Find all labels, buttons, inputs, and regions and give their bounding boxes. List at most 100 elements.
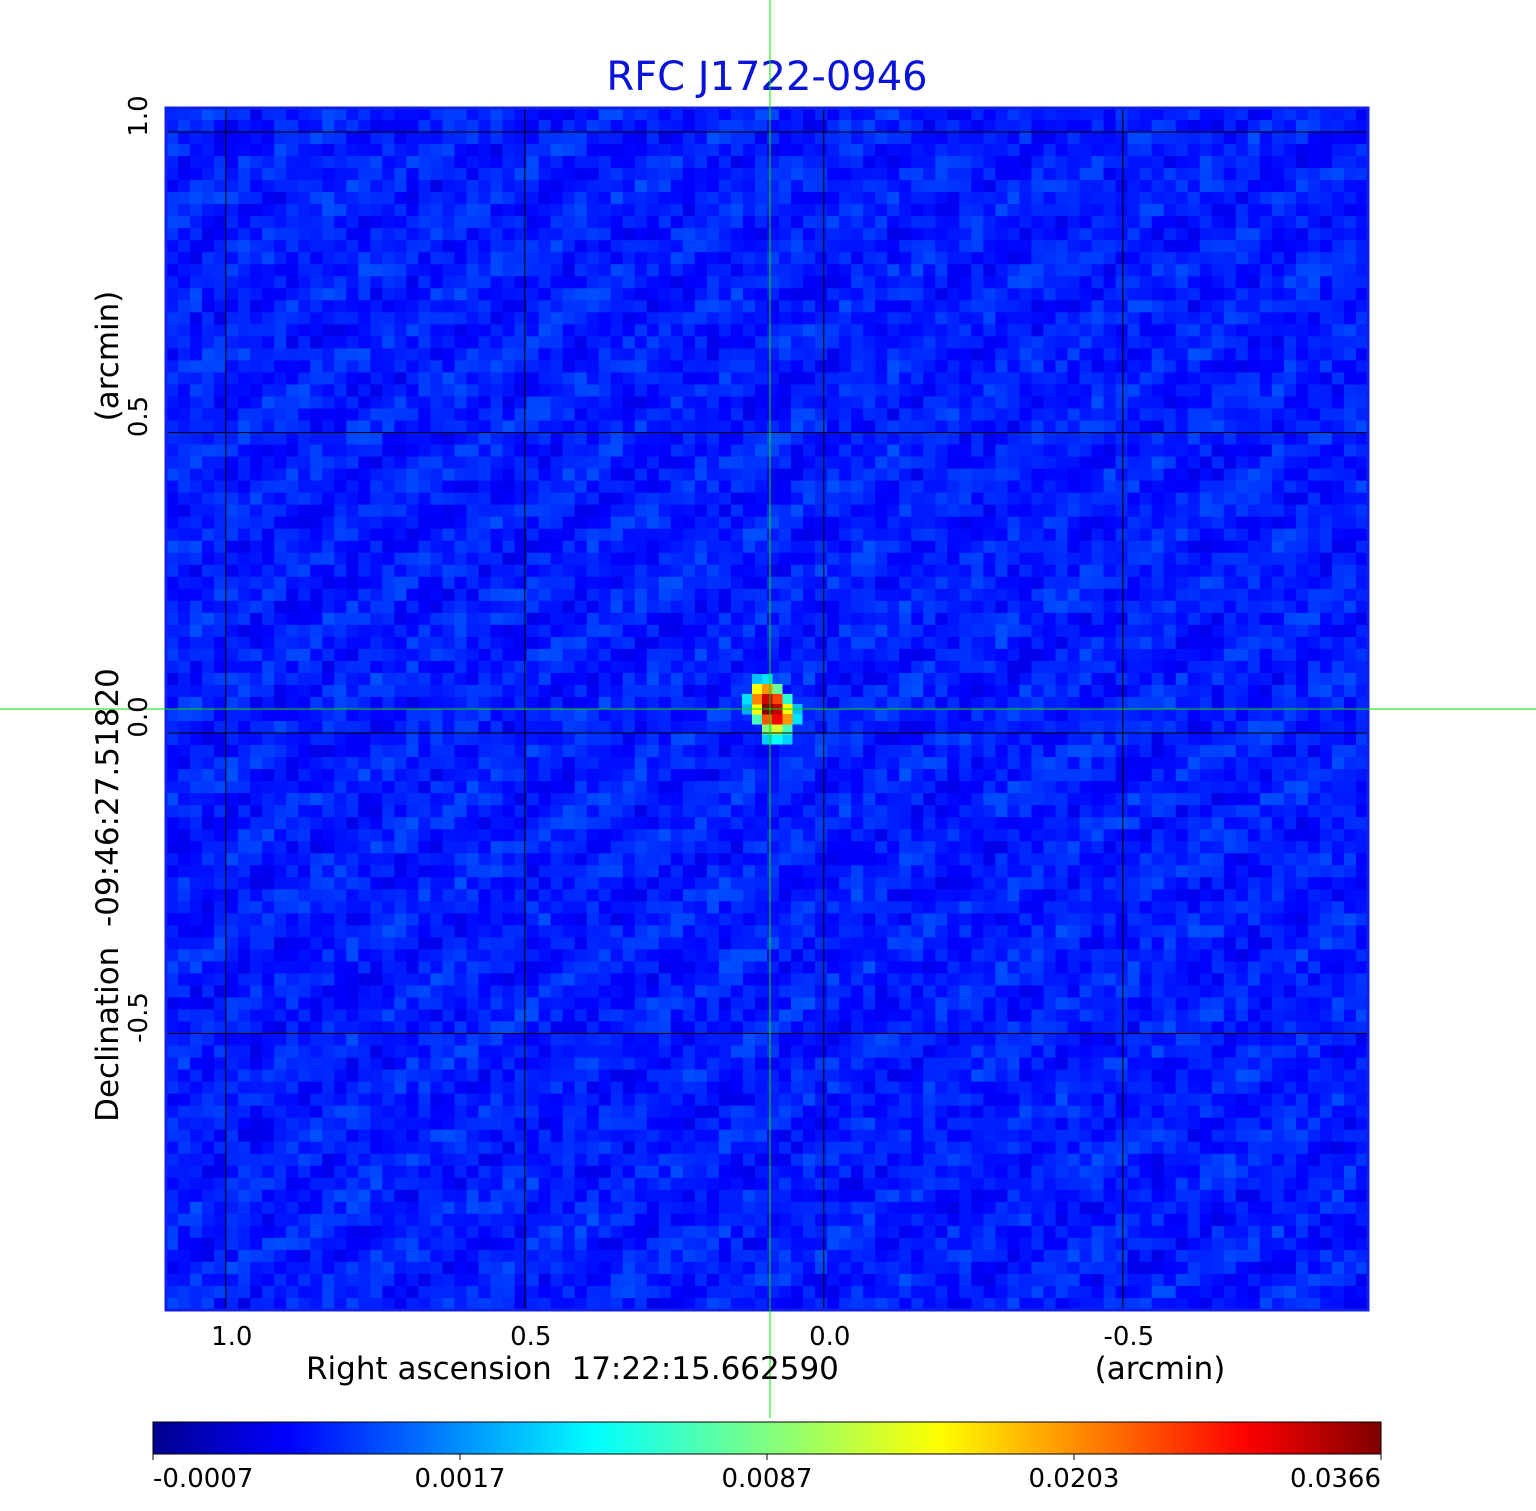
noise-pixel xyxy=(754,564,768,578)
noise-pixel xyxy=(178,348,191,361)
noise-pixel xyxy=(574,889,587,902)
noise-pixel xyxy=(730,696,744,710)
noise-pixel xyxy=(262,1105,275,1118)
noise-pixel xyxy=(394,853,407,866)
noise-pixel xyxy=(310,733,323,746)
noise-pixel xyxy=(634,504,648,517)
noise-pixel xyxy=(610,516,624,529)
noise-pixel xyxy=(658,288,672,301)
noise-pixel xyxy=(214,552,227,566)
noise-pixel xyxy=(694,432,708,445)
noise-pixel xyxy=(418,492,431,505)
noise-pixel xyxy=(274,1213,287,1227)
noise-pixel xyxy=(622,1297,636,1310)
noise-pixel xyxy=(754,853,768,866)
noise-pixel xyxy=(250,372,263,385)
noise-pixel xyxy=(358,1141,371,1155)
noise-pixel xyxy=(190,432,203,445)
noise-pixel xyxy=(226,733,239,746)
noise-pixel xyxy=(550,684,563,698)
noise-pixel xyxy=(286,696,299,710)
noise-pixel xyxy=(562,721,575,734)
noise-pixel xyxy=(382,961,395,974)
noise-pixel xyxy=(478,408,491,421)
noise-pixel xyxy=(490,1045,503,1058)
noise-pixel xyxy=(178,1069,191,1082)
noise-pixel xyxy=(202,1093,215,1106)
noise-pixel xyxy=(394,384,407,397)
noise-pixel xyxy=(250,1297,263,1310)
noise-pixel xyxy=(466,216,479,229)
noise-pixel xyxy=(178,1081,191,1094)
noise-pixel xyxy=(574,180,587,193)
noise-pixel xyxy=(418,672,431,686)
noise-pixel xyxy=(670,817,684,830)
noise-pixel xyxy=(622,132,636,145)
noise-pixel xyxy=(466,1273,479,1287)
noise-pixel xyxy=(598,1105,612,1118)
noise-pixel xyxy=(634,492,648,505)
noise-pixel xyxy=(370,793,383,806)
noise-pixel xyxy=(214,889,227,902)
noise-pixel xyxy=(718,1189,732,1203)
noise-pixel xyxy=(250,925,263,938)
noise-pixel xyxy=(586,660,600,674)
noise-pixel xyxy=(430,672,443,686)
noise-pixel xyxy=(442,396,455,409)
noise-pixel xyxy=(442,1261,455,1275)
noise-pixel xyxy=(238,396,251,409)
noise-pixel xyxy=(202,300,215,313)
noise-pixel xyxy=(214,1165,227,1179)
noise-pixel xyxy=(754,168,768,181)
noise-pixel xyxy=(262,1165,275,1179)
noise-pixel xyxy=(550,1069,563,1082)
noise-pixel xyxy=(670,1117,684,1130)
noise-pixel xyxy=(214,684,227,698)
noise-pixel xyxy=(754,480,768,493)
noise-pixel xyxy=(682,144,696,157)
noise-pixel xyxy=(262,961,275,974)
noise-pixel xyxy=(178,1177,191,1191)
noise-pixel xyxy=(178,1165,191,1179)
noise-pixel xyxy=(574,252,587,265)
noise-pixel xyxy=(358,300,371,313)
noise-pixel xyxy=(574,468,587,481)
noise-pixel xyxy=(250,913,263,926)
noise-pixel xyxy=(286,1213,299,1227)
noise-pixel xyxy=(202,576,215,590)
noise-pixel xyxy=(358,925,371,938)
noise-pixel xyxy=(250,1069,263,1082)
noise-pixel xyxy=(730,1117,744,1130)
noise-pixel xyxy=(406,973,419,986)
noise-pixel xyxy=(562,961,575,974)
noise-pixel xyxy=(250,300,263,313)
noise-pixel xyxy=(490,456,503,469)
noise-pixel xyxy=(658,913,672,926)
noise-pixel xyxy=(334,973,347,986)
noise-pixel xyxy=(166,757,179,770)
noise-pixel xyxy=(298,516,311,529)
noise-pixel xyxy=(514,889,527,902)
noise-pixel xyxy=(178,949,191,962)
noise-pixel xyxy=(634,1153,648,1167)
noise-pixel xyxy=(238,324,251,337)
noise-pixel xyxy=(718,1225,732,1239)
noise-pixel xyxy=(166,1153,179,1167)
noise-pixel xyxy=(418,985,431,998)
noise-pixel xyxy=(490,120,503,133)
noise-pixel xyxy=(226,132,239,145)
noise-pixel xyxy=(454,997,467,1010)
noise-pixel xyxy=(622,817,636,830)
noise-pixel xyxy=(442,288,455,301)
noise-pixel xyxy=(658,228,672,241)
noise-pixel xyxy=(250,576,263,590)
noise-pixel xyxy=(250,696,263,710)
noise-pixel xyxy=(406,793,419,806)
noise-pixel xyxy=(514,829,527,842)
noise-pixel xyxy=(190,372,203,385)
noise-pixel xyxy=(322,1213,335,1227)
noise-pixel xyxy=(298,336,311,349)
noise-pixel xyxy=(298,1153,311,1167)
noise-pixel xyxy=(274,432,287,445)
noise-pixel xyxy=(634,336,648,349)
